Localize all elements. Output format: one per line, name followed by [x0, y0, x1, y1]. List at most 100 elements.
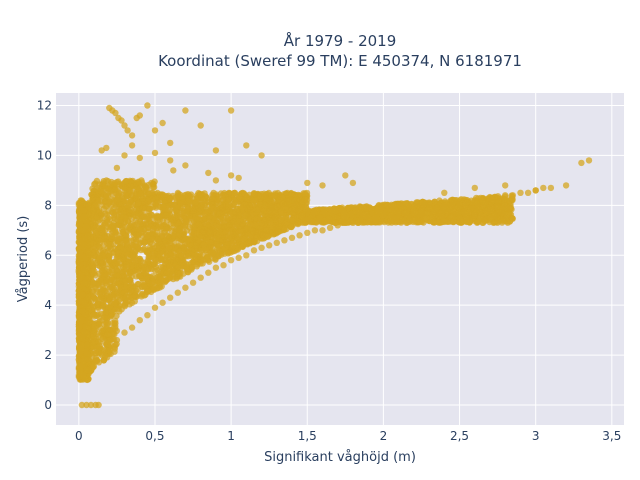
- data-point: [141, 239, 148, 246]
- data-point: [261, 201, 269, 209]
- data-point: [90, 311, 98, 318]
- data-point: [185, 253, 192, 260]
- data-point: [199, 229, 206, 236]
- data-point: [229, 240, 236, 247]
- data-point: [143, 233, 151, 240]
- data-point: [210, 195, 217, 202]
- data-point: [259, 231, 267, 239]
- data-point: [90, 323, 97, 330]
- data-point: [145, 224, 152, 231]
- data-point: [135, 280, 142, 288]
- data-point: [127, 277, 134, 284]
- grid-lines: [56, 93, 624, 425]
- data-point: [114, 207, 121, 215]
- data-point: [273, 203, 281, 210]
- data-point: [233, 234, 240, 241]
- data-point: [245, 239, 253, 246]
- data-point: [129, 293, 137, 301]
- data-point: [136, 272, 143, 280]
- data-point: [447, 206, 454, 214]
- data-point: [254, 206, 261, 213]
- data-point: [144, 288, 152, 295]
- data-point: [122, 223, 129, 231]
- data-point: [159, 246, 166, 254]
- data-point: [96, 181, 103, 188]
- data-point: [90, 252, 98, 259]
- data-point: [168, 235, 176, 242]
- data-point: [133, 231, 140, 238]
- data-point: [134, 243, 141, 251]
- data-point: [247, 216, 254, 223]
- data-point: [210, 249, 217, 257]
- data-point: [112, 320, 119, 327]
- data-point: [253, 234, 261, 241]
- data-point: [188, 264, 196, 271]
- data-point: [106, 293, 114, 301]
- data-point: [151, 250, 158, 258]
- data-point: [175, 226, 183, 233]
- data-point: [216, 210, 223, 217]
- data-point: [157, 276, 165, 283]
- data-point: [102, 203, 109, 210]
- data-point: [102, 185, 109, 192]
- data-point: [137, 190, 144, 197]
- data-point: [201, 210, 209, 218]
- data-point: [97, 187, 104, 195]
- data-point: [491, 219, 498, 226]
- data-point: [98, 287, 106, 294]
- data-point: [225, 249, 232, 256]
- data-point: [196, 190, 203, 198]
- data-point: [160, 204, 167, 211]
- data-point: [109, 228, 117, 235]
- data-point: [263, 223, 270, 231]
- data-point: [236, 194, 243, 202]
- data-point: [90, 270, 98, 277]
- data-point: [374, 206, 381, 214]
- data-point: [104, 232, 111, 240]
- data-point: [134, 263, 141, 270]
- data-point: [224, 214, 231, 222]
- data-point: [188, 228, 195, 236]
- data-point: [119, 228, 127, 236]
- data-point: [172, 261, 179, 269]
- data-point: [268, 226, 275, 234]
- data-point: [494, 204, 501, 211]
- data-point: [108, 276, 115, 284]
- data-point: [143, 283, 150, 290]
- data-point: [301, 190, 309, 197]
- data-point: [124, 240, 131, 248]
- data-point: [118, 288, 126, 296]
- data-point: [231, 189, 239, 197]
- data-point: [197, 223, 204, 230]
- data-point: [150, 225, 157, 233]
- data-point: [128, 262, 135, 270]
- data-point: [123, 261, 130, 268]
- data-point: [184, 237, 191, 245]
- data-point: [142, 269, 150, 276]
- data-point: [316, 214, 324, 221]
- data-point: [287, 207, 294, 215]
- data-point: [457, 216, 464, 223]
- data-point: [195, 237, 202, 244]
- data-point: [257, 200, 264, 208]
- data-point: [163, 269, 171, 277]
- data-point: [474, 219, 481, 226]
- data-point: [191, 245, 199, 252]
- data-point: [135, 179, 142, 186]
- data-point: [197, 206, 204, 214]
- data-point: [152, 256, 160, 263]
- data-point: [362, 205, 369, 212]
- data-point: [192, 199, 199, 206]
- data-point: [126, 187, 133, 194]
- data-point: [145, 181, 152, 189]
- data-point: [211, 235, 219, 242]
- data-point: [127, 284, 134, 291]
- data-point: [115, 272, 122, 280]
- data-point: [89, 258, 97, 266]
- data-point: [136, 226, 143, 233]
- data-point: [423, 214, 430, 222]
- data-point: [141, 259, 148, 266]
- data-point: [145, 208, 152, 215]
